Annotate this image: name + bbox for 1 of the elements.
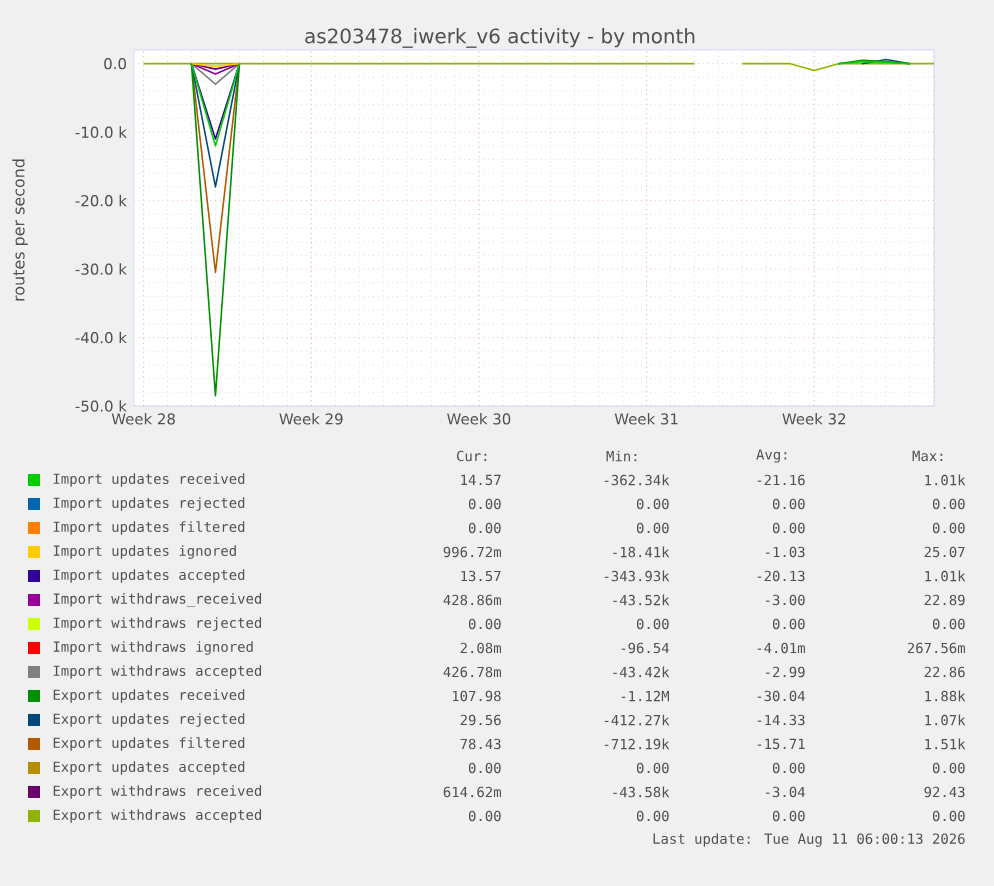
chart-title: as203478_iwerk_v6 activity - by month: [305, 28, 695, 48]
